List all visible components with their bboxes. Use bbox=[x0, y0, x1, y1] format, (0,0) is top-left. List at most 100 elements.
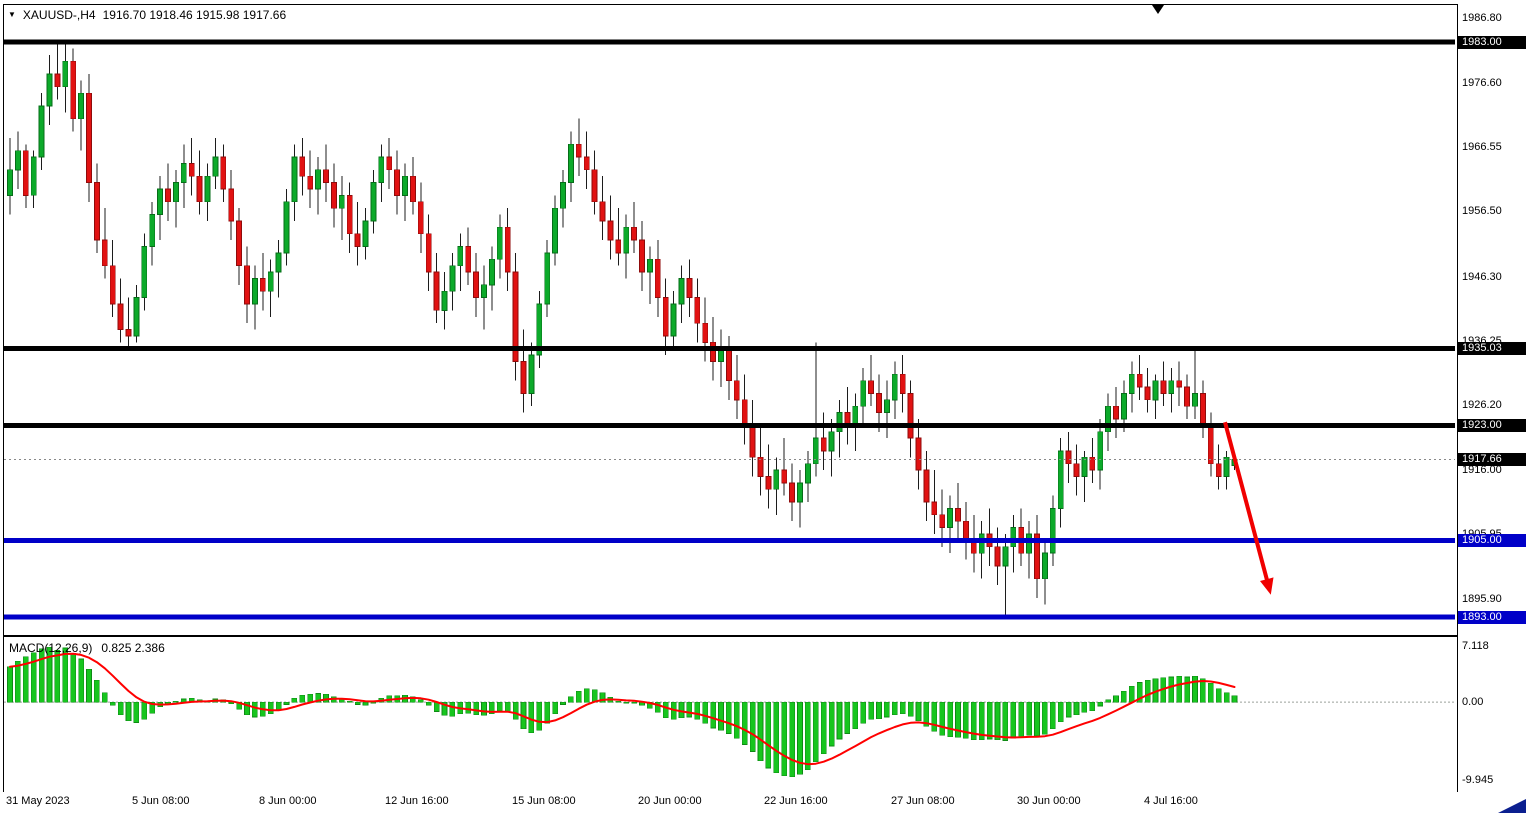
macd-histogram-bar bbox=[781, 701, 788, 777]
time-tick-label: 5 Jun 08:00 bbox=[132, 795, 190, 807]
candle-down bbox=[188, 162, 195, 177]
macd-histogram-bar bbox=[686, 701, 693, 718]
candle-down bbox=[820, 437, 827, 452]
candle-down bbox=[607, 220, 614, 241]
candle-up bbox=[1010, 527, 1017, 548]
candle-down bbox=[876, 392, 882, 413]
macd-histogram-bar bbox=[805, 701, 811, 770]
macd-histogram-bar bbox=[939, 701, 946, 736]
macd-histogram-bar bbox=[465, 701, 472, 714]
candle-down bbox=[757, 456, 764, 477]
candle-down bbox=[963, 520, 969, 541]
down-arrow-head bbox=[1260, 577, 1274, 595]
macd-histogram-bar bbox=[654, 701, 661, 713]
time-tick-label: 20 Jun 00:00 bbox=[638, 795, 702, 807]
candle-up bbox=[1152, 380, 1159, 401]
macd-histogram-bar bbox=[1113, 695, 1119, 703]
macd-histogram-bar bbox=[891, 701, 898, 715]
candle-down bbox=[504, 226, 511, 273]
macd-histogram-bar bbox=[528, 701, 535, 733]
candle-up bbox=[1128, 373, 1135, 394]
candle-up bbox=[441, 290, 448, 311]
macd-histogram-bar bbox=[1042, 701, 1048, 735]
macd-histogram-bar bbox=[54, 650, 61, 703]
macd-histogram-bar bbox=[615, 701, 622, 703]
price-chart-canvas[interactable] bbox=[4, 5, 1455, 633]
candle-up bbox=[670, 303, 677, 337]
candle-down bbox=[915, 437, 922, 471]
candle-up bbox=[528, 354, 535, 394]
candle-down bbox=[1136, 373, 1143, 388]
price-level-badge: 1905.00 bbox=[1458, 534, 1526, 547]
macd-histogram-bar bbox=[797, 701, 803, 775]
candle-up bbox=[773, 469, 780, 490]
price-axis[interactable]: 1986.80 1976.60 1966.55 1956.50 1946.30 1936.… bbox=[1458, 0, 1526, 791]
macd-histogram-bar bbox=[38, 648, 45, 703]
candle-down bbox=[1089, 456, 1096, 471]
macd-histogram-bar bbox=[820, 701, 827, 755]
candle-down bbox=[733, 380, 740, 401]
macd-histogram-bar bbox=[662, 701, 669, 719]
time-tick-label: 30 Jun 00:00 bbox=[1017, 795, 1081, 807]
candle-up bbox=[46, 73, 53, 107]
candle-up bbox=[891, 373, 898, 401]
chart-shift-marker-icon[interactable] bbox=[1152, 5, 1164, 14]
macd-histogram-bar bbox=[1176, 675, 1182, 703]
candle-down bbox=[899, 373, 906, 394]
macd-canvas[interactable] bbox=[4, 637, 1455, 790]
macd-histogram-bar bbox=[678, 701, 685, 719]
candle-up bbox=[204, 175, 211, 203]
time-tick-label: 22 Jun 16:00 bbox=[764, 795, 828, 807]
horizontal-level-line bbox=[4, 537, 1455, 543]
candle-down bbox=[789, 482, 795, 503]
candle-down bbox=[228, 188, 235, 222]
candle-down bbox=[1176, 380, 1183, 388]
candle-down bbox=[994, 546, 1001, 567]
time-axis[interactable]: 31 May 2023 5 Jun 08:00 8 Jun 00:00 12 Jun … bbox=[0, 792, 1526, 813]
candle-down bbox=[702, 322, 709, 343]
macd-histogram-bar bbox=[291, 697, 298, 703]
candle-down bbox=[465, 246, 472, 273]
candle-up bbox=[1042, 552, 1048, 580]
macd-histogram-bar bbox=[275, 701, 282, 711]
candle-down bbox=[694, 297, 701, 324]
macd-histogram-bar bbox=[1105, 699, 1111, 703]
candle-up bbox=[1081, 456, 1088, 477]
macd-histogram-bar bbox=[78, 658, 84, 703]
macd-histogram-bar bbox=[1192, 675, 1198, 703]
candle-up bbox=[1097, 431, 1104, 471]
candle-down bbox=[1215, 463, 1222, 477]
macd-histogram-bar bbox=[970, 701, 977, 741]
price-tick-label: 1946.30 bbox=[1462, 271, 1502, 283]
macd-histogram-bar bbox=[868, 701, 874, 720]
macd-histogram-bar bbox=[955, 701, 961, 738]
macd-histogram-bar bbox=[109, 701, 116, 706]
price-level-badge: 1917.66 bbox=[1458, 453, 1526, 466]
macd-histogram-bar bbox=[1073, 701, 1080, 715]
macd-histogram-bar bbox=[1208, 682, 1214, 703]
macd-histogram-bar bbox=[1136, 682, 1143, 703]
macd-histogram-bar bbox=[631, 701, 637, 704]
candle-down bbox=[299, 156, 306, 177]
time-tick-label: 31 May 2023 bbox=[6, 795, 70, 807]
candle-down bbox=[307, 175, 314, 190]
candle-up bbox=[362, 220, 369, 247]
candle-up bbox=[812, 437, 819, 465]
time-tick-label: 15 Jun 08:00 bbox=[512, 795, 576, 807]
candle-down bbox=[868, 380, 874, 394]
macd-histogram-bar bbox=[978, 701, 985, 741]
macd-histogram-bar bbox=[1034, 701, 1040, 737]
candle-down bbox=[1113, 405, 1119, 420]
price-level-badge: 1983.00 bbox=[1458, 36, 1526, 49]
price-tick-label: 1966.55 bbox=[1462, 141, 1502, 153]
macd-histogram-bar bbox=[473, 701, 479, 715]
candle-up bbox=[1168, 380, 1175, 394]
candle-up bbox=[647, 258, 653, 273]
macd-tick-label: 0.00 bbox=[1462, 696, 1484, 708]
symbol-dropdown-icon[interactable]: ▼ bbox=[8, 10, 16, 19]
candle-down bbox=[781, 469, 788, 484]
macd-histogram-bar bbox=[1144, 679, 1151, 703]
candle-up bbox=[623, 226, 630, 254]
candle-up bbox=[315, 169, 322, 190]
macd-histogram-bar bbox=[765, 701, 772, 769]
